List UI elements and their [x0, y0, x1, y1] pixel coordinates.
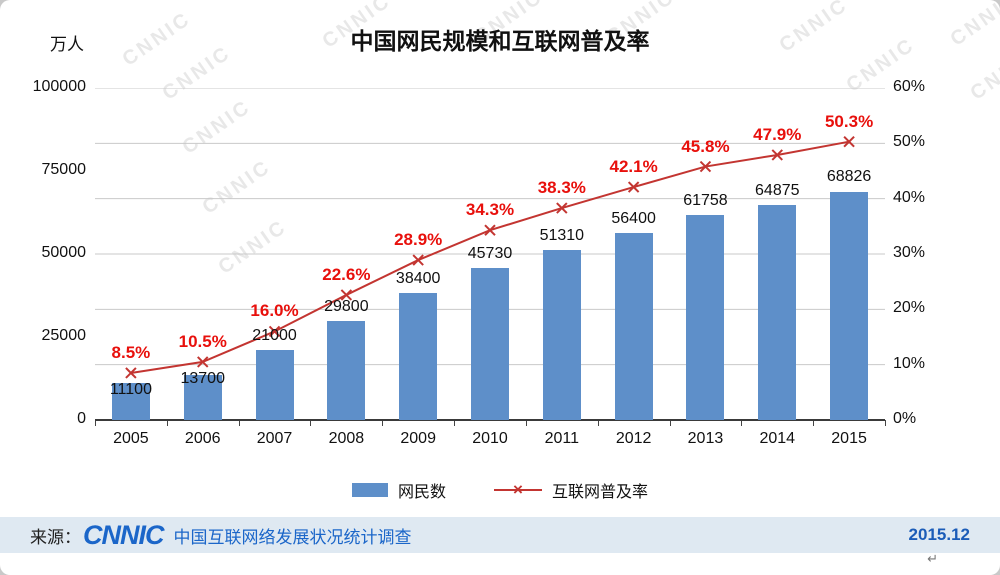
- bar-2014: [758, 204, 797, 420]
- pct-value-label: 42.1%: [609, 157, 658, 177]
- bar-value-label: 56400: [611, 209, 656, 227]
- bar-value-label: 11100: [109, 380, 152, 398]
- x-axis-label: 2007: [256, 430, 293, 447]
- bar-2015: [830, 191, 869, 420]
- bar-2010: [471, 268, 509, 420]
- x-axis-label: 2005: [113, 430, 149, 447]
- left-axis-tick-label: 75000: [41, 161, 87, 178]
- x-axis-label: 2014: [759, 430, 796, 447]
- pct-value-label: 45.8%: [681, 136, 730, 156]
- left-axis-tick-label: 25000: [41, 327, 87, 344]
- bar-value-label: 21000: [252, 327, 297, 345]
- x-marker-icon: ×: [513, 479, 523, 499]
- x-axis-label: 2015: [831, 430, 867, 447]
- legend: 网民数 × 互联网普及率: [0, 478, 1000, 502]
- right-axis-tick-label: 20%: [893, 299, 926, 317]
- return-mark: ↵: [927, 551, 938, 566]
- bar-value-label: 64875: [755, 181, 800, 199]
- chart-title: 中国网民规模和互联网普及率: [350, 28, 650, 54]
- bar-value-label: 38400: [395, 269, 441, 287]
- x-axis-label: 2008: [328, 430, 365, 447]
- left-axis-tick-label: 100000: [32, 78, 86, 95]
- pct-value-label: 16.0%: [250, 301, 299, 321]
- source-text: 中国互联网络发展状况统计调查: [173, 527, 412, 547]
- right-axis-tick-label: 60%: [893, 78, 926, 95]
- x-axis-baseline: [95, 419, 885, 421]
- pct-value-label: 22.6%: [322, 264, 371, 284]
- legend-item-penetration: × 互联网普及率: [494, 478, 648, 502]
- x-axis-label: 2012: [615, 430, 652, 447]
- pct-value-label: 8.5%: [111, 342, 151, 362]
- x-axis-label: 2010: [472, 430, 508, 447]
- pct-value-label: 38.3%: [537, 178, 586, 198]
- bar-value-label: 29800: [324, 298, 369, 316]
- legend-label-users: 网民数: [397, 484, 446, 501]
- bar-value-label: 51310: [539, 226, 585, 244]
- plot-area: 11100 8.5% 13700 10.5% 21000 16.0% 29800 22.6% 3…: [95, 88, 885, 420]
- report-date: 2015.12: [908, 525, 970, 544]
- right-axis-tick-label: 30%: [893, 244, 926, 261]
- right-axis-tick-label: 50%: [893, 133, 926, 151]
- bar-2011: [542, 249, 581, 420]
- bar-2009: [399, 292, 438, 420]
- bar-value-label: 68826: [826, 168, 872, 186]
- x-axis-label: 2013: [687, 430, 724, 447]
- left-axis-tick-label: 0: [77, 410, 86, 427]
- x-axis-tick: [885, 420, 886, 426]
- bar-2006: [183, 374, 222, 420]
- right-axis-tick-label: 40%: [893, 188, 926, 206]
- penetration-line-layer: [125, 135, 855, 379]
- right-axis-tick-label: 0%: [893, 410, 917, 427]
- left-axis-unit-label: 万人: [50, 35, 84, 54]
- bar-value-label: 13700: [180, 369, 225, 387]
- x-axis-label: 2006: [184, 430, 221, 447]
- bar-2013: [686, 214, 725, 420]
- left-axis-tick-label: 50000: [41, 244, 87, 261]
- pct-value-label: 50.3%: [824, 111, 874, 131]
- bar-value-label: 45730: [467, 245, 513, 263]
- bar-2008: [327, 321, 366, 420]
- pct-value-label: 47.9%: [753, 124, 802, 144]
- bar-2007: [255, 350, 294, 420]
- legend-label-penetration: 互联网普及率: [552, 484, 649, 501]
- legend-bar-swatch: [351, 483, 388, 497]
- right-axis-tick-label: 10%: [893, 354, 926, 372]
- legend-item-users: 网民数: [351, 478, 446, 502]
- x-axis-label: 2011: [544, 430, 580, 447]
- bar-value-label: 61758: [683, 191, 728, 209]
- bar-2012: [614, 232, 653, 420]
- source-bar: 来源： CNNIC 中国互联网络发展状况统计调查 2015.12: [0, 517, 1000, 553]
- bar-2005: [111, 383, 150, 420]
- pct-value-label: 34.3%: [465, 200, 515, 220]
- pct-value-label: 28.9%: [394, 230, 443, 250]
- cnnic-logo: CNNIC: [83, 519, 164, 550]
- source-label: 来源：: [30, 527, 81, 547]
- legend-line-swatch: ×: [494, 481, 542, 498]
- pct-value-label: 10.5%: [178, 331, 227, 351]
- x-axis-label: 2009: [400, 430, 436, 447]
